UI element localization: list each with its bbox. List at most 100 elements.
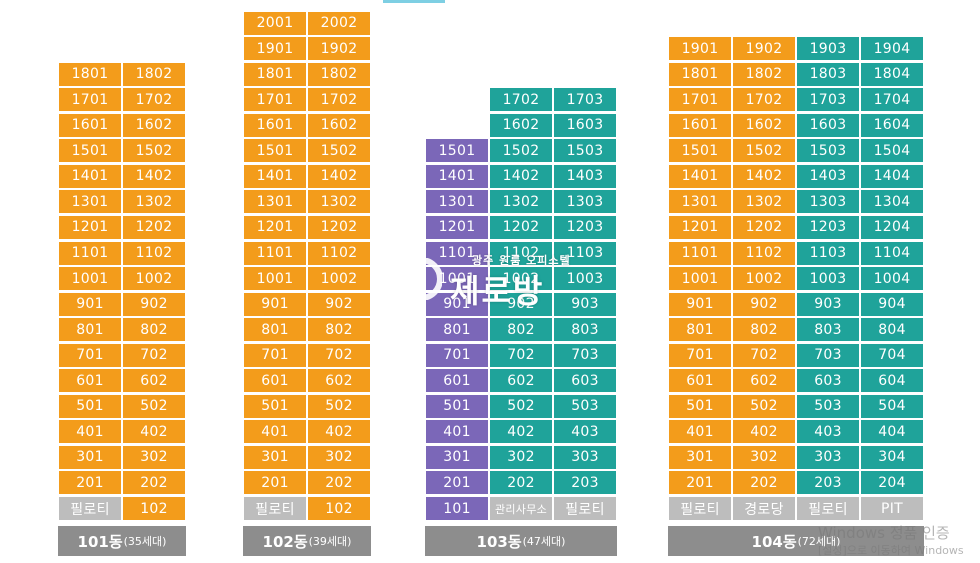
unit-cell: 1002 [490, 267, 552, 290]
unit-cell: 803 [797, 318, 859, 342]
unit-cell: 1201 [426, 215, 488, 239]
building-unit-count: (72세대) [797, 535, 841, 548]
unit-cell: 1501 [669, 139, 731, 163]
unit-cell: 1103 [554, 241, 616, 265]
unit-cell: 1801 [669, 62, 731, 86]
building-label: 102동 (39세대) [243, 526, 371, 556]
unit-cell: 204 [861, 471, 923, 495]
unit-cell: 902 [308, 292, 370, 316]
unit-cell: 1601 [59, 113, 121, 137]
unit-cell: 1802 [123, 62, 185, 86]
unit-cell: 1302 [123, 190, 185, 214]
unit-cell: 904 [861, 292, 923, 316]
unit-cell: 1804 [861, 62, 923, 86]
unit-cell: 702 [490, 343, 552, 367]
unit-cell: 1402 [123, 164, 185, 188]
unit-cell: 602 [490, 369, 552, 393]
unit-cell: 901 [59, 292, 121, 316]
unit-cell: 1201 [59, 215, 121, 239]
unit-cell: 1203 [554, 215, 616, 239]
unit-cell: 1601 [669, 113, 731, 137]
unit-cell: 301 [59, 445, 121, 469]
unit-cell: 1304 [861, 190, 923, 214]
unit-cell: 403 [554, 420, 616, 444]
unit-cell: 701 [244, 343, 306, 367]
unit-cell: 901 [669, 292, 731, 316]
unit-cell: 402 [733, 420, 795, 444]
unit-cell: 1603 [797, 113, 859, 137]
unit-cell: 1701 [59, 88, 121, 112]
ground-cell: 필로티 [554, 497, 616, 520]
unit-cell: 202 [490, 471, 552, 495]
unit-cell: 302 [123, 445, 185, 469]
unit-cell: 601 [59, 369, 121, 393]
watermark-subtitle: 광주 원룸 오피스텔 [472, 254, 571, 267]
unit-cell: 1103 [797, 241, 859, 265]
unit-cell: 1402 [490, 164, 552, 188]
building-unit-count: (35세대) [123, 535, 167, 548]
unit-cell: 1301 [669, 190, 731, 214]
unit-cell: 701 [426, 343, 488, 367]
unit-cell: 501 [244, 394, 306, 418]
unit-cell: 502 [733, 394, 795, 418]
unit-cell: 902 [733, 292, 795, 316]
unit-cell: 2001 [244, 11, 306, 35]
unit-cell: 1602 [733, 113, 795, 137]
unit-cell: 1303 [797, 190, 859, 214]
unit-cell: 1104 [861, 241, 923, 265]
unit-cell: 1501 [59, 139, 121, 163]
unit-cell: 1501 [426, 139, 488, 163]
unit-cell: 603 [797, 369, 859, 393]
unit-cell: 501 [59, 394, 121, 418]
unit-cell: 1401 [426, 164, 488, 188]
unit-cell: 903 [554, 292, 616, 316]
unit-cell: 301 [244, 445, 306, 469]
unit-cell: 2002 [308, 11, 370, 35]
unit-cell: 604 [861, 369, 923, 393]
unit-cell: 801 [59, 318, 121, 342]
unit-cell: 1403 [554, 164, 616, 188]
unit-cell: 402 [123, 420, 185, 444]
unit-cell: 1002 [123, 267, 185, 290]
building-name: 103동 [476, 532, 522, 551]
unit-cell: 901 [426, 292, 488, 316]
unit-cell: 201 [244, 471, 306, 495]
unit-cell: 401 [59, 420, 121, 444]
unit-cell: 802 [123, 318, 185, 342]
unit-cell: 1703 [554, 88, 616, 112]
unit-cell: 403 [797, 420, 859, 444]
unit-cell: 1601 [244, 113, 306, 137]
unit-cell: 1301 [59, 190, 121, 214]
ground-cell: 관리사무소 [490, 497, 552, 520]
unit-cell: 303 [797, 445, 859, 469]
unit-cell: 1902 [733, 37, 795, 61]
building-name: 104동 [751, 532, 797, 551]
unit-cell: 1401 [244, 164, 306, 188]
ground-cell: 필로티 [669, 497, 731, 520]
unit-cell: 1901 [244, 37, 306, 61]
unit-cell: 1301 [426, 190, 488, 214]
unit-cell: 502 [490, 394, 552, 418]
unit-cell: 1503 [554, 139, 616, 163]
unit-cell: 802 [490, 318, 552, 342]
unit-cell: 1002 [308, 267, 370, 290]
unit-cell: 1203 [797, 215, 859, 239]
unit-cell: 1704 [861, 88, 923, 112]
unit-cell: 1703 [797, 88, 859, 112]
unit-cell: 202 [308, 471, 370, 495]
unit-cell: 1003 [797, 267, 859, 290]
unit-cell: 602 [123, 369, 185, 393]
unit-cell: 1702 [308, 88, 370, 112]
top-accent-strip [383, 0, 445, 3]
unit-cell: 703 [797, 343, 859, 367]
building-unit-count: (47세대) [522, 535, 566, 548]
unit-cell: 603 [554, 369, 616, 393]
unit-cell: 1401 [669, 164, 731, 188]
unit-cell: 303 [554, 445, 616, 469]
unit-cell: 501 [669, 394, 731, 418]
unit-cell: 1801 [59, 62, 121, 86]
unit-cell: 1102 [490, 241, 552, 265]
unit-cell: 1801 [244, 62, 306, 86]
unit-cell: 1602 [308, 113, 370, 137]
